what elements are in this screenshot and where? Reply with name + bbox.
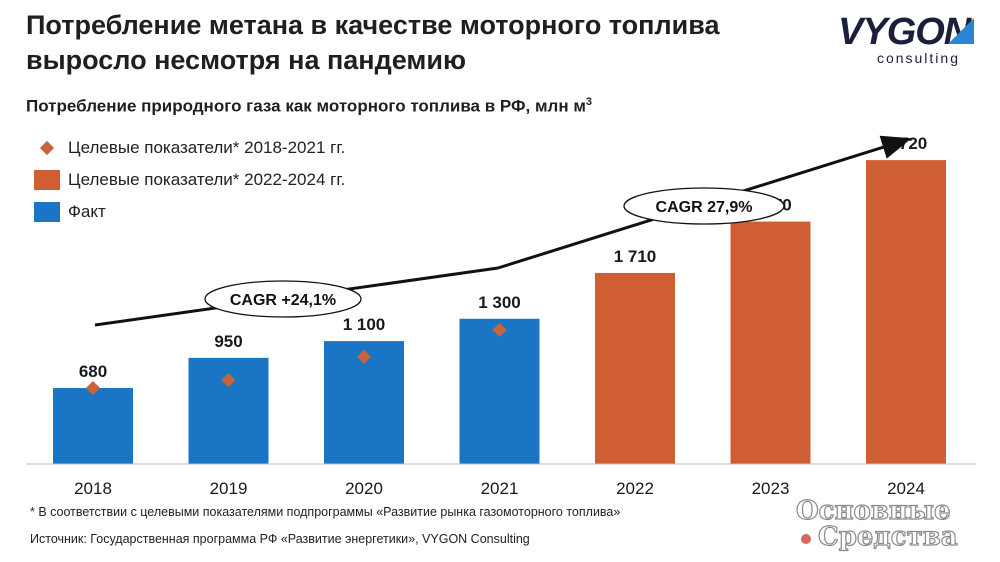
legend-item-targets-2022-2024: Целевые показатели* 2022-2024 гг. [34, 164, 345, 196]
legend-label: Целевые показатели* 2022-2024 гг. [68, 170, 346, 189]
legend-swatch-target [34, 170, 60, 190]
x-tick-label-2023: 2023 [752, 479, 790, 498]
page-title: Потребление метана в качестве моторного … [26, 10, 720, 75]
source-note: Источник: Государственная программа РФ «… [30, 532, 530, 546]
bar-2024 [866, 160, 946, 464]
vygon-logo: VYGON consulting [838, 12, 978, 68]
target-marker-2018 [85, 380, 101, 396]
x-tick-label-2019: 2019 [210, 479, 248, 498]
legend-swatch-fact [34, 202, 60, 222]
legend-item-targets-2018-2021: Целевые показатели* 2018-2021 гг. [34, 132, 345, 164]
bar-2022 [595, 272, 675, 464]
data-label-2022: 1 710 [614, 247, 657, 266]
x-tick-label-2021: 2021 [481, 479, 519, 498]
footnote: * В соответствии с целевыми показателями… [30, 505, 621, 519]
cagr-label-2: CAGR 27,9% [656, 199, 753, 216]
data-label-2018: 680 [79, 362, 107, 381]
x-tick-label-2024: 2024 [887, 479, 925, 498]
logo-word: VYGON [838, 11, 971, 53]
target-marker-2019 [221, 373, 236, 388]
cagr-label-1: CAGR +24,1% [230, 292, 336, 309]
chart-subtitle: Потребление природного газа как моторног… [26, 96, 592, 117]
legend-item-fact: Факт [34, 196, 345, 228]
watermark-line1: Основные [795, 495, 951, 526]
watermark-dot-icon [801, 534, 811, 544]
watermark-logo: Основные Средства [795, 495, 992, 556]
cagr-annotation-1: CAGR +24,1% [204, 280, 362, 318]
target-marker-2020 [356, 349, 372, 364]
bar-2021 [459, 318, 540, 464]
subtitle-sup: 3 [585, 96, 593, 108]
data-label-2019: 950 [214, 332, 242, 351]
x-tick-label-2020: 2020 [345, 479, 383, 498]
cagr-annotation-2: CAGR 27,9% [623, 187, 785, 225]
legend-label: Факт [68, 202, 106, 221]
watermark-line2: Средства [817, 521, 958, 552]
bar-2018 [53, 388, 133, 464]
logo-triangle-icon [948, 18, 974, 44]
logo-sub: consulting [876, 50, 960, 66]
data-label-2021: 1 300 [478, 293, 521, 312]
subtitle-text: Потребление природного газа как моторног… [26, 96, 586, 116]
bar-2023 [730, 221, 811, 464]
legend-label: Целевые показатели* 2018-2021 гг. [68, 138, 346, 157]
chart-legend: Целевые показатели* 2018-2021 гг. Целевы… [34, 132, 345, 228]
data-label-2020: 1 100 [343, 315, 386, 334]
target-marker-2021 [492, 322, 507, 338]
x-tick-label-2018: 2018 [74, 479, 112, 498]
x-tick-label-2022: 2022 [616, 479, 654, 498]
